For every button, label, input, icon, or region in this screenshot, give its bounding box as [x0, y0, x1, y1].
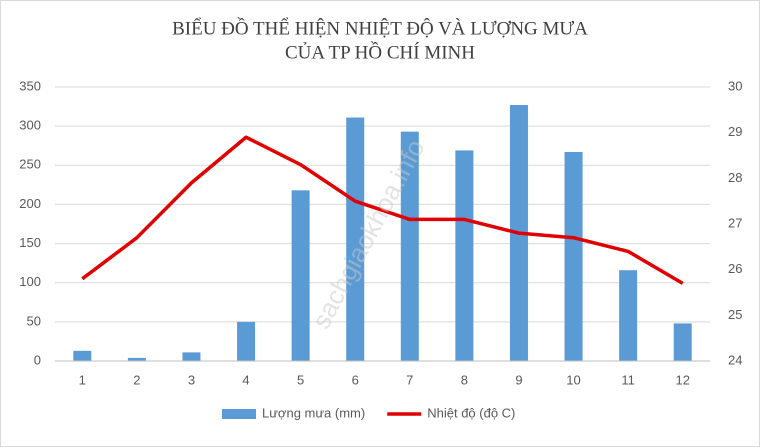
bar — [346, 117, 365, 361]
y2-tick-label: 27 — [728, 215, 742, 230]
x-tick-label: 3 — [188, 372, 195, 387]
y-tick-label: 50 — [27, 313, 41, 328]
bar — [400, 131, 419, 361]
chart-title: CỦA TP HỒ CHÍ MINH — [285, 41, 475, 63]
x-tick-label: 4 — [242, 372, 249, 387]
y-tick-label: 150 — [19, 235, 41, 250]
y-tick-label: 300 — [19, 118, 41, 133]
y2-tick-label: 26 — [728, 261, 742, 276]
legend-swatch — [222, 409, 256, 419]
x-tick-label: 10 — [566, 372, 580, 387]
y-tick-label: 200 — [19, 196, 41, 211]
y2-tick-label: 29 — [728, 124, 742, 139]
x-tick-label: 11 — [621, 372, 635, 387]
x-tick-label: 2 — [133, 372, 140, 387]
x-tick-label: 6 — [352, 372, 359, 387]
y2-tick-label: 30 — [728, 78, 742, 93]
chart-title: BIỂU ĐỒ THỂ HIỆN NHIỆT ĐỘ VÀ LƯỢNG MƯA — [172, 17, 588, 39]
y-tick-label: 350 — [19, 78, 41, 93]
y-tick-label: 0 — [34, 352, 41, 367]
y-tick-label: 100 — [19, 274, 41, 289]
y2-tick-label: 24 — [728, 352, 742, 367]
line — [81, 135, 684, 285]
x-tick-label: 12 — [675, 372, 689, 387]
bar — [127, 357, 146, 361]
bar — [455, 150, 474, 361]
bar — [237, 321, 256, 361]
bar — [291, 190, 310, 361]
x-tick-label: 1 — [79, 372, 86, 387]
y-tick-label: 250 — [19, 157, 41, 172]
x-tick-label: 5 — [297, 372, 304, 387]
bar — [564, 151, 583, 361]
x-tick-label: 9 — [515, 372, 522, 387]
legend-label: Lượng mưa (mm) — [262, 405, 365, 420]
legend-label: Nhiệt độ (độ C) — [427, 405, 515, 420]
x-tick-label: 7 — [406, 372, 413, 387]
y2-tick-label: 28 — [728, 170, 742, 185]
x-tick-label: 8 — [461, 372, 468, 387]
bar — [182, 352, 201, 361]
bar — [673, 323, 692, 361]
y2-tick-label: 25 — [728, 307, 742, 322]
bar — [73, 350, 92, 361]
bar — [619, 270, 638, 361]
